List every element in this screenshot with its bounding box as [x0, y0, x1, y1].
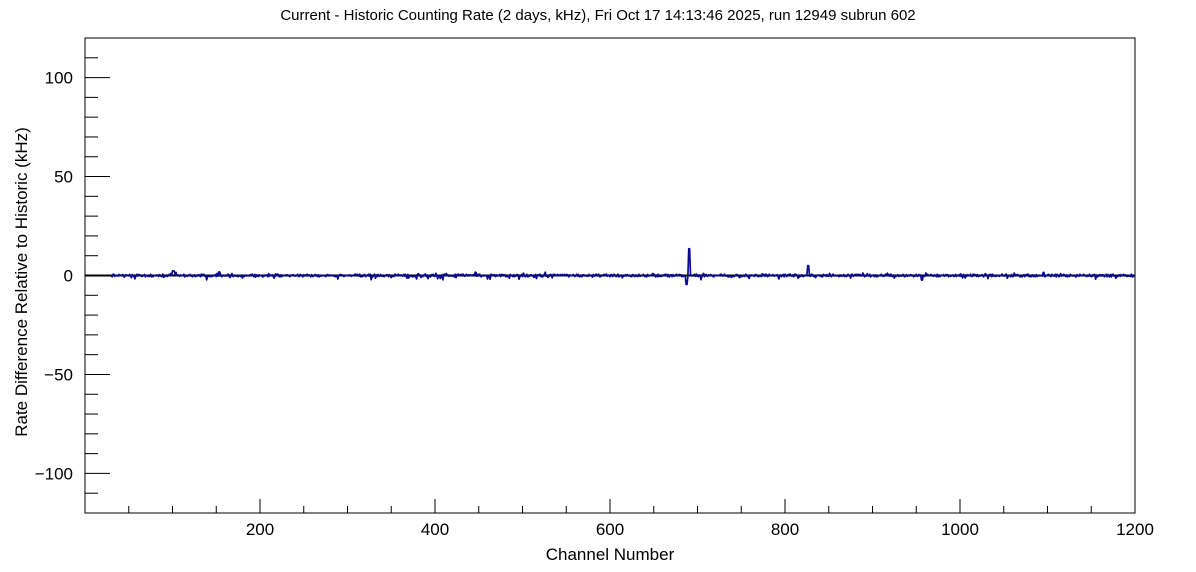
y-axis-title: Rate Difference Relative to Historic (kH… — [12, 127, 31, 437]
y-tick-label: 100 — [45, 69, 73, 88]
x-tick-label: 600 — [596, 520, 624, 539]
x-tick-label: 800 — [771, 520, 799, 539]
chart-title: Current - Historic Counting Rate (2 days… — [280, 7, 916, 24]
x-axis-title: Channel Number — [545, 545, 675, 564]
y-tick-label: 50 — [54, 168, 73, 187]
x-tick-label: 1000 — [941, 520, 979, 539]
x-tick-label: 1200 — [1116, 520, 1154, 539]
data-line — [110, 247, 1136, 286]
x-tick-label: 400 — [421, 520, 449, 539]
x-tick-label: 200 — [246, 520, 274, 539]
y-tick-label: 0 — [64, 267, 73, 286]
y-tick-label: −100 — [35, 464, 73, 483]
y-tick-label: −50 — [44, 365, 73, 384]
